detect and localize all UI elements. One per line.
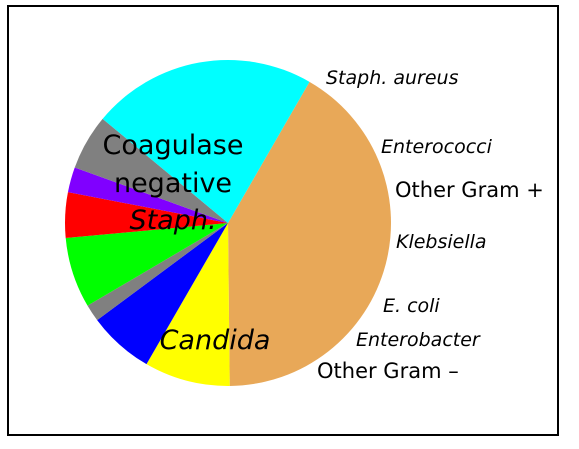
slice-label-coag-line3: Staph. <box>129 205 216 236</box>
pie-slice-enterobacter <box>67 167 228 223</box>
pie-slice-klebsiella <box>65 223 228 306</box>
slice-label-coag-line1: Coagulase <box>103 130 244 161</box>
pie-slice-other-gram <box>87 223 228 321</box>
pie-slice-staph-aureus <box>146 223 230 386</box>
pie-slice-enterococci <box>97 223 228 365</box>
pie-slice-e-coli <box>64 192 228 238</box>
slice-label-other-gram-neg: Other Gram – <box>317 359 459 383</box>
slice-label-enterococci: Enterococci <box>381 136 493 158</box>
pie-slice-other-gram <box>74 118 228 223</box>
pie-slice-candida <box>102 60 310 224</box>
slice-label-candida: Candida <box>160 325 271 356</box>
slice-label-e-coli: E. coli <box>383 295 440 317</box>
slice-label-klebsiella: Klebsiella <box>396 231 487 253</box>
slice-label-coag-line2: negative <box>114 168 232 199</box>
slice-label-staph-aureus: Staph. aureus <box>326 67 459 89</box>
slice-label-other-gram-pos: Other Gram + <box>395 178 544 202</box>
pie-slice-coagulase-negative-staph <box>228 81 391 386</box>
slice-label-enterobacter: Enterobacter <box>356 329 481 351</box>
